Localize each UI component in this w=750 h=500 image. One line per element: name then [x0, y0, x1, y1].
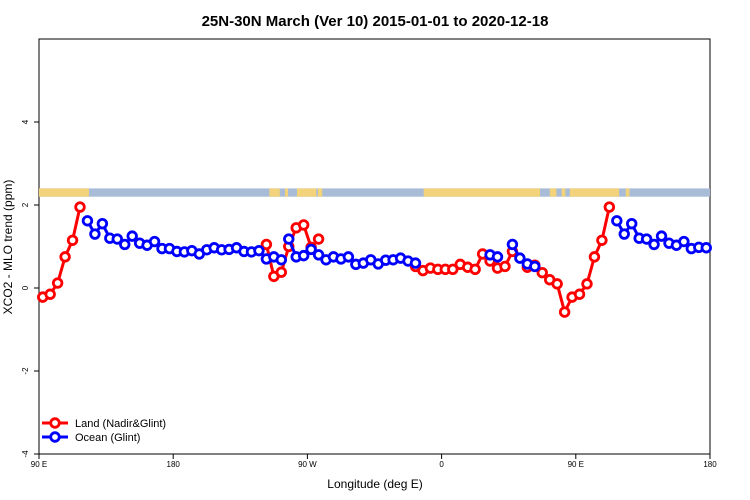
ocean-data-point	[529, 260, 541, 273]
land-band-segment	[549, 188, 557, 197]
land-band-segment	[296, 188, 317, 197]
y-tick-label: 4	[21, 119, 30, 124]
ocean-data-point	[409, 257, 422, 269]
land-data-point	[59, 251, 71, 263]
land-band-segment	[317, 188, 323, 197]
legend-ocean-marker	[49, 431, 61, 443]
land-data-point	[536, 266, 548, 279]
ocean-data-point	[648, 238, 660, 251]
ocean-data-point	[297, 249, 310, 262]
legend-ocean-label: Ocean (Glint)	[75, 432, 140, 444]
ocean-data-point	[618, 228, 630, 240]
land-band-segment	[285, 188, 289, 197]
land-data-point	[297, 219, 310, 231]
ocean-data-point	[148, 235, 161, 248]
chart-title: 25N-30N March (Ver 10) 2015-01-01 to 202…	[202, 13, 549, 30]
land-band-segment	[569, 188, 620, 197]
legend-land-marker	[49, 417, 61, 429]
ocean-data-point	[700, 242, 712, 254]
x-tick-label: 90 E	[568, 460, 584, 469]
land-data-point	[551, 278, 563, 290]
land-band-segment	[39, 188, 89, 197]
y-tick-label: -2	[21, 367, 30, 375]
ocean-data-point	[111, 233, 123, 245]
ocean-data-point	[342, 251, 355, 263]
y-tick-label: 2	[21, 202, 30, 207]
land-band-segment	[269, 188, 280, 197]
land-data-point	[275, 266, 288, 278]
ocean-series	[81, 215, 712, 273]
land-data-point	[44, 288, 56, 300]
land-data-point	[66, 234, 79, 246]
land-band-segment	[423, 188, 541, 197]
ocean-data-point	[491, 251, 504, 263]
y-axis-ticks: -4 -2 0 2 4	[21, 119, 39, 458]
land-data-point	[312, 233, 325, 245]
land-data-point	[74, 201, 86, 213]
ocean-data-point	[312, 249, 325, 261]
ocean-data-point	[81, 215, 94, 227]
x-axis-ticks: 90 E 180 90 W 0 90 E 180	[31, 454, 717, 469]
ocean-data-point	[253, 244, 265, 257]
land-data-point	[581, 278, 593, 290]
x-tick-label: 0	[439, 460, 444, 469]
ocean-data-point	[655, 230, 668, 242]
ocean-data-point	[305, 243, 317, 256]
surface-band	[39, 188, 710, 197]
y-axis-title: XCO2 - MLO trend (ppm)	[1, 180, 15, 315]
legend-land-label: Land (Nadir&Glint)	[75, 418, 166, 430]
land-data-point	[573, 288, 586, 300]
land-data-point	[603, 201, 616, 213]
x-tick-label: 180	[703, 460, 717, 469]
ocean-data-point	[611, 215, 623, 227]
land-data-point	[499, 260, 511, 273]
x-axis-title: Longitude (deg E)	[327, 477, 422, 491]
land-data-point	[558, 306, 571, 318]
ocean-data-point	[678, 235, 690, 248]
data-series	[37, 201, 712, 318]
ocean-data-point	[126, 230, 138, 242]
ocean-data-point	[119, 238, 131, 251]
land-data-point	[260, 238, 273, 251]
ocean-data-point	[283, 233, 295, 245]
ocean-data-point	[640, 233, 653, 245]
land-data-point	[447, 263, 459, 276]
ocean-data-point	[514, 252, 526, 264]
land-data-point	[596, 234, 608, 246]
land-data-point	[51, 277, 64, 289]
ocean-data-point	[626, 217, 638, 230]
ocean-data-point	[506, 238, 519, 251]
ocean-data-point	[96, 217, 109, 230]
ocean-band	[39, 188, 710, 197]
ocean-data-point	[275, 254, 288, 266]
land-data-point	[469, 263, 481, 276]
y-tick-label: 0	[21, 285, 30, 290]
x-tick-label: 180	[167, 460, 181, 469]
land-data-point	[588, 251, 601, 263]
land-band-segment	[625, 188, 630, 197]
land-band-segment	[561, 188, 566, 197]
ocean-data-point	[89, 228, 101, 240]
x-tick-label: 90 W	[298, 460, 317, 469]
x-tick-label: 90 E	[31, 460, 47, 469]
y-tick-label: -4	[21, 450, 30, 458]
legend: Land (Nadir&Glint) Ocean (Glint)	[42, 417, 166, 444]
